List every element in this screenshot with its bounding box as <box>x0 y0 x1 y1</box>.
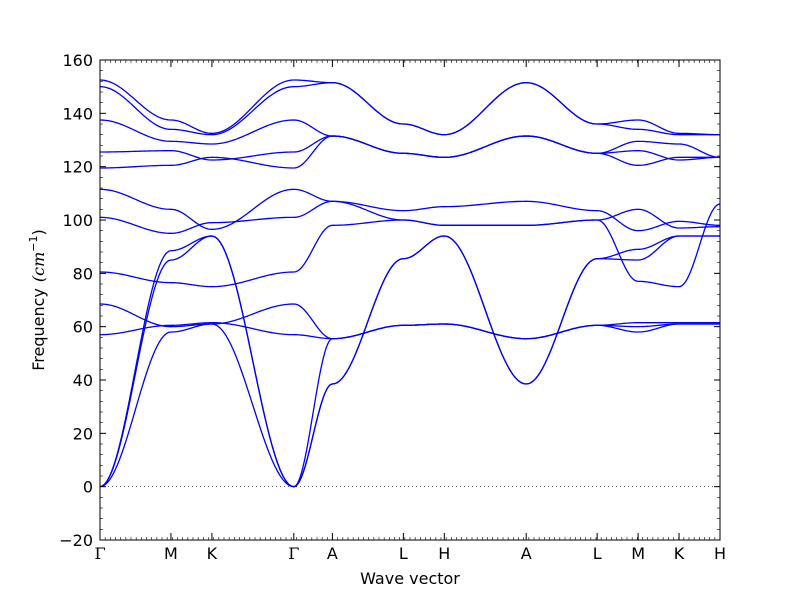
axis-tick-labels: −20 0 20 40 60 80 100 120 140 160 Γ M K Γ A L H A L M K H <box>59 51 726 563</box>
x-tick-label-10: M <box>631 544 645 563</box>
band-line-7 <box>99 200 721 234</box>
y-tick-label: 0 <box>83 478 93 497</box>
y-tick-label: 120 <box>62 158 93 177</box>
y-tick-label: 140 <box>62 104 93 123</box>
y-tick-label: 20 <box>73 424 93 443</box>
x-tick-label-6: L <box>399 544 408 563</box>
x-tick-label-4: Γ <box>288 544 299 563</box>
x-tick-label-1: Γ <box>94 544 105 563</box>
band-line-2 <box>99 235 720 488</box>
plot-area-background <box>100 60 720 540</box>
y-tick-label: 100 <box>62 211 93 230</box>
band-line-11 <box>99 119 721 158</box>
x-tick-label-2: M <box>164 544 178 563</box>
y-tick-label: 40 <box>73 371 93 390</box>
y-tick-label: 80 <box>73 264 93 283</box>
x-tick-label-9: L <box>593 544 602 563</box>
x-tick-label-7: H <box>438 544 450 563</box>
x-tick-label-12: H <box>714 544 726 563</box>
y-tick-label: 160 <box>62 51 93 70</box>
y-axis-label: Frequency (cm−1) <box>27 229 48 371</box>
band-line-13 <box>99 79 721 136</box>
x-tick-label-11: K <box>674 544 685 563</box>
x-axis-label: Wave vector <box>360 569 460 588</box>
y-axis-label-close: ) <box>29 229 48 235</box>
y-tick-label: 60 <box>73 318 93 337</box>
y-axis-label-unit-exponent: −1 <box>27 236 40 252</box>
x-tick-label-5: A <box>327 544 338 563</box>
y-axis-label-unit: (cm <box>29 252 48 282</box>
y-axis-label-text: Frequency <box>29 288 48 371</box>
band-line-8 <box>99 188 720 230</box>
band-line-5 <box>99 303 720 340</box>
x-tick-label-8: A <box>521 544 532 563</box>
plot-frame <box>99 59 721 541</box>
band-lines <box>99 79 721 488</box>
y-tick-label: −20 <box>59 531 93 550</box>
x-tick-label-3: K <box>207 544 218 563</box>
